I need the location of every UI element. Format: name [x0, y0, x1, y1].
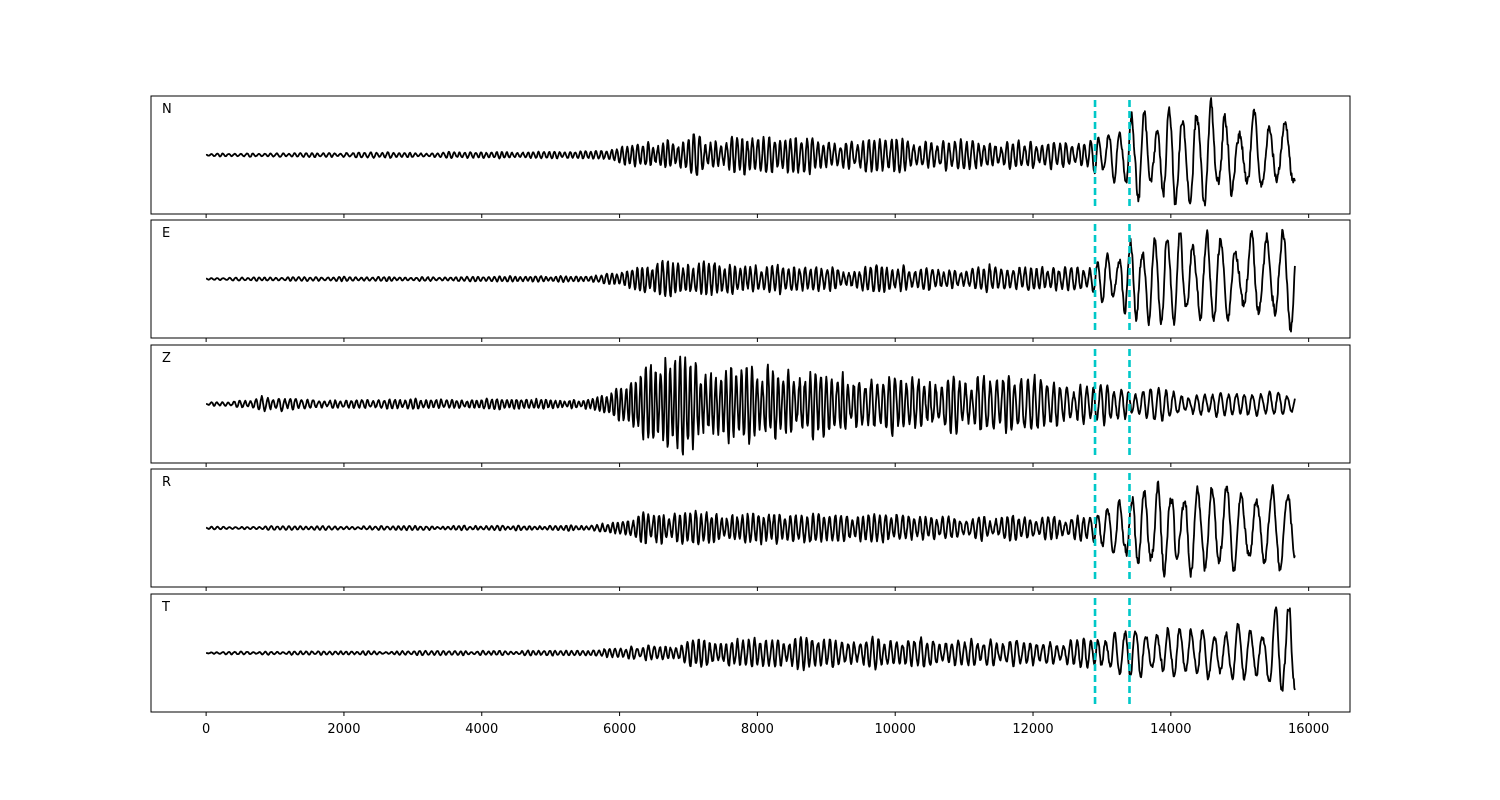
x-tick-label: 12000: [1012, 722, 1053, 737]
x-tick-label: 16000: [1288, 722, 1329, 737]
panel-label: E: [162, 226, 170, 241]
waveform-z: [205, 355, 1296, 456]
x-tick-label: 8000: [741, 722, 774, 737]
panel-label: Z: [162, 351, 171, 366]
x-tick-label: 0: [202, 722, 210, 737]
panel-label: T: [161, 600, 170, 615]
panel-t: T: [150, 593, 1351, 716]
panel-n: N: [150, 95, 1351, 218]
panel-z: Z: [150, 344, 1351, 467]
shared-x-axis: 0 2000 4000 6000 8000 10000 12000 14000 16000: [202, 722, 1329, 737]
panel-label: N: [162, 102, 172, 117]
x-tick-label: 4000: [465, 722, 498, 737]
x-tick-label: 2000: [327, 722, 360, 737]
waveform-e: [205, 228, 1296, 333]
panel-e: E: [150, 219, 1351, 342]
waveform-r: [205, 480, 1296, 578]
x-tick-label: 6000: [603, 722, 636, 737]
waveform-n: [205, 97, 1296, 207]
x-tick-label: 10000: [875, 722, 916, 737]
panel-label: R: [162, 475, 171, 490]
waveform-t: [205, 606, 1296, 692]
panels-layer: N E Z R T: [150, 95, 1351, 716]
x-tick-label: 14000: [1150, 722, 1191, 737]
panel-r: R: [150, 468, 1351, 591]
